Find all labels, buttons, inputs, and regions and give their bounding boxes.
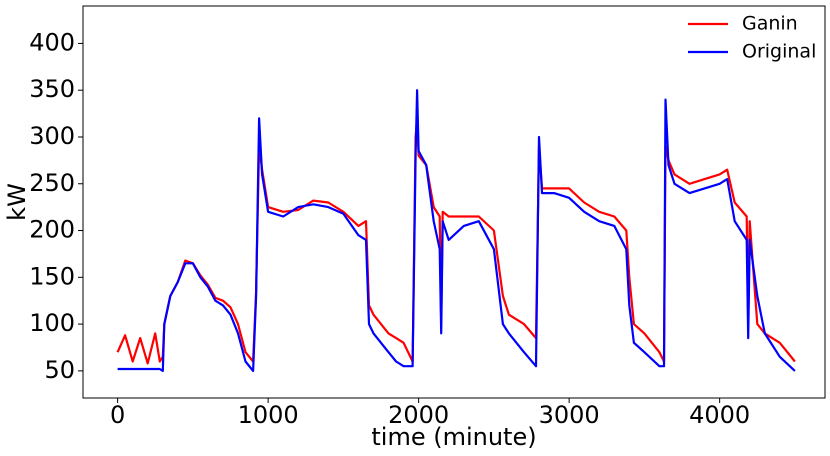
series-line [116, 117, 796, 365]
x-tick-label: 3000 [539, 401, 600, 429]
y-tick-label: 300 [29, 122, 75, 150]
y-tick-label: 50 [44, 356, 75, 384]
y-tick-label: 100 [29, 309, 75, 337]
x-tick-label: 4000 [689, 401, 750, 429]
plot-frame [82, 5, 826, 399]
x-tick-label: 1000 [238, 401, 299, 429]
x-axis-label: time (minute) [371, 423, 536, 451]
legend-label: Original [742, 41, 816, 63]
y-tick-label: 250 [29, 169, 75, 197]
y-tick-label: 150 [29, 262, 75, 290]
y-tick-label: 200 [29, 216, 75, 244]
x-tick-label: 0 [110, 401, 125, 429]
y-tick-label: 350 [29, 75, 75, 103]
legend-label: Ganin [742, 13, 798, 35]
y-axis-label: kW [3, 183, 31, 221]
series-line [117, 89, 796, 372]
y-tick-label: 400 [29, 28, 75, 56]
x-tick-label: 2000 [388, 401, 449, 429]
